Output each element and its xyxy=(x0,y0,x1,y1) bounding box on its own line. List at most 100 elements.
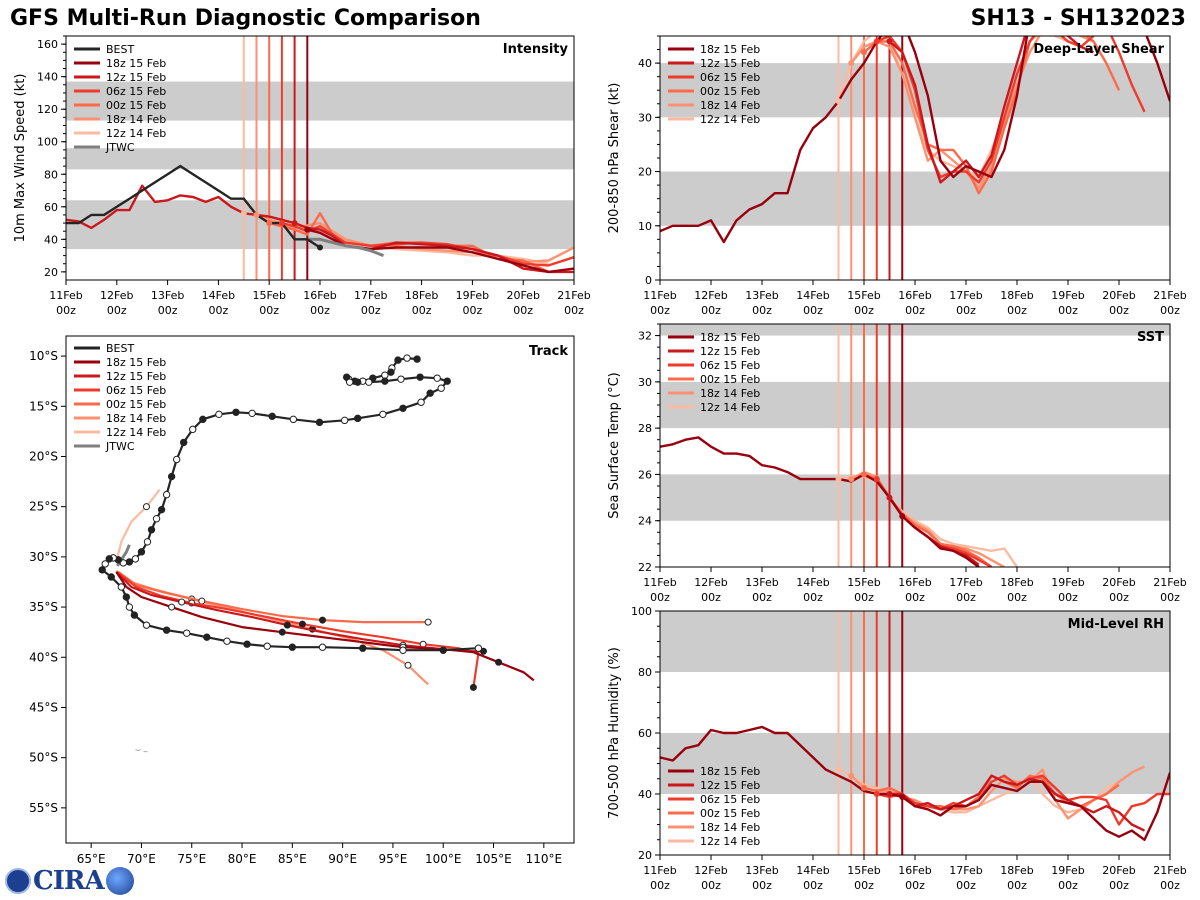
x-tick-label: 00z xyxy=(259,304,279,317)
lat-tick-label: 45°S xyxy=(29,700,58,714)
x-tick-label: 16Feb xyxy=(898,864,931,877)
legend-label-12z-15-feb: 12z 15 Feb xyxy=(700,779,760,792)
y-tick-label: 160 xyxy=(37,38,58,51)
best-track-point xyxy=(288,643,297,651)
legend-label-00z-15-feb: 00z 15 Feb xyxy=(700,373,760,386)
best-track-point xyxy=(107,573,115,581)
best-track-point xyxy=(387,368,395,376)
init-marker-12z-14-feb xyxy=(835,98,842,105)
best-current-marker xyxy=(317,244,323,251)
init-marker-18z-14-feb xyxy=(848,772,855,779)
lat-tick-label: 25°S xyxy=(29,500,58,514)
forecast-point xyxy=(283,621,291,629)
x-tick-label: 11Feb xyxy=(643,289,676,302)
best-track-point xyxy=(199,415,207,424)
cira-logo: CIRA xyxy=(5,866,134,896)
init-marker-12z-15-feb xyxy=(291,220,298,227)
x-tick-label: 00z xyxy=(854,879,874,892)
x-tick-label: 20Feb xyxy=(1102,864,1135,877)
map-frame xyxy=(65,335,575,844)
x-tick-label: 11Feb xyxy=(643,864,676,877)
lat-tick-label: 30°S xyxy=(29,550,58,564)
x-tick-label: 13Feb xyxy=(745,289,778,302)
x-tick-label: 12Feb xyxy=(694,864,727,877)
best-track-point xyxy=(162,490,171,499)
x-tick-label: 21Feb xyxy=(1153,576,1186,589)
x-tick-label: 19Feb xyxy=(456,289,489,302)
y-tick-label: 140 xyxy=(37,71,58,84)
x-tick-label: 18Feb xyxy=(1000,864,1033,877)
x-tick-label: 17Feb xyxy=(949,289,982,302)
x-tick-label: 00z xyxy=(701,591,721,604)
legend-label-18z-15-feb: 18z 15 Feb xyxy=(700,331,760,344)
y-axis-label: 200-850 hPa Shear (kt) xyxy=(607,83,622,234)
lon-tick-label: 95°E xyxy=(379,852,408,866)
legend-label-12z-14-feb: 12z 14 Feb xyxy=(700,835,760,848)
legend-label-00z-15-feb: 00z 15 Feb xyxy=(106,99,166,112)
series-line-00z-15-feb xyxy=(863,36,1121,195)
best-track-point xyxy=(443,377,451,385)
best-track-point xyxy=(248,409,256,418)
x-tick-label: 00z xyxy=(905,304,925,317)
init-marker-12z-14-feb xyxy=(835,766,842,773)
y-tick-label: 40 xyxy=(638,788,652,801)
best-track-point xyxy=(179,438,188,447)
best-track-point xyxy=(379,410,387,419)
x-tick-label: 00z xyxy=(56,304,76,317)
x-tick-label: 00z xyxy=(752,879,772,892)
panel-title: Track xyxy=(529,344,568,359)
x-tick-label: 00z xyxy=(803,879,823,892)
legend-label-18z-14-feb: 18z 14 Feb xyxy=(106,412,166,425)
y-tick-label: 10 xyxy=(638,220,652,233)
x-tick-label: 15Feb xyxy=(847,576,880,589)
forecast-track-18z-14-feb xyxy=(115,570,429,686)
x-tick-label: 14Feb xyxy=(796,576,829,589)
legend-label-18z-14-feb: 18z 14 Feb xyxy=(700,99,760,112)
x-tick-label: 00z xyxy=(854,304,874,317)
y-tick-label: 40 xyxy=(638,57,652,70)
panel-title: Mid-Level RH xyxy=(1068,617,1164,632)
legend-label-06z-15-feb: 06z 15 Feb xyxy=(106,384,166,397)
panel-title: Intensity xyxy=(503,42,569,57)
x-tick-label: 11Feb xyxy=(643,576,676,589)
legend-label-12z-14-feb: 12z 14 Feb xyxy=(700,113,760,126)
x-tick-label: 15Feb xyxy=(847,289,880,302)
best-track-point xyxy=(223,637,231,645)
y-tick-label: 80 xyxy=(44,168,58,181)
y-tick-label: 100 xyxy=(37,136,58,149)
lon-tick-label: 80°E xyxy=(228,852,257,866)
forecast-track-12z-15-feb xyxy=(115,571,484,653)
legend-label-12z-14-feb: 12z 14 Feb xyxy=(106,426,166,439)
x-tick-label: 00z xyxy=(1160,879,1180,892)
best-track-point xyxy=(417,398,425,406)
x-tick-label: 12Feb xyxy=(694,289,727,302)
x-tick-label: 19Feb xyxy=(1051,576,1084,589)
y-tick-label: 20 xyxy=(44,266,58,279)
x-tick-label: 00z xyxy=(701,879,721,892)
best-track-point xyxy=(125,603,134,611)
legend-label-best: BEST xyxy=(106,43,134,56)
x-tick-label: 00z xyxy=(361,304,381,317)
forecast-point xyxy=(142,503,150,511)
best-track-point xyxy=(394,356,402,364)
best-track-point xyxy=(162,626,171,634)
y-tick-label: 60 xyxy=(44,201,58,214)
series-line-12z-15-feb xyxy=(888,36,1094,184)
track-panel: 65°E 70°E 75°E 80°E 85°E 90°E 95°E 100°E 105°E 11… xyxy=(29,335,575,866)
lon-tick-label: 75°E xyxy=(177,852,206,866)
x-tick-label: 17Feb xyxy=(949,864,982,877)
lat-tick-label: 55°S xyxy=(29,801,58,815)
series-line-18z-15-feb xyxy=(660,725,1170,841)
legend-label-jtwc: JTWC xyxy=(105,440,135,453)
best-track-point xyxy=(105,555,113,563)
x-tick-label: 14Feb xyxy=(796,864,829,877)
lon-tick-label: 105°E xyxy=(475,852,512,866)
best-track-point xyxy=(381,371,389,379)
y-tick-label: 26 xyxy=(638,468,652,481)
init-marker-18z-14-feb xyxy=(848,476,855,483)
best-track-point xyxy=(413,355,421,363)
legend-label-00z-15-feb: 00z 15 Feb xyxy=(700,85,760,98)
x-tick-label: 00z xyxy=(956,591,976,604)
forecast-point xyxy=(168,603,176,611)
forecast-point xyxy=(178,598,186,606)
